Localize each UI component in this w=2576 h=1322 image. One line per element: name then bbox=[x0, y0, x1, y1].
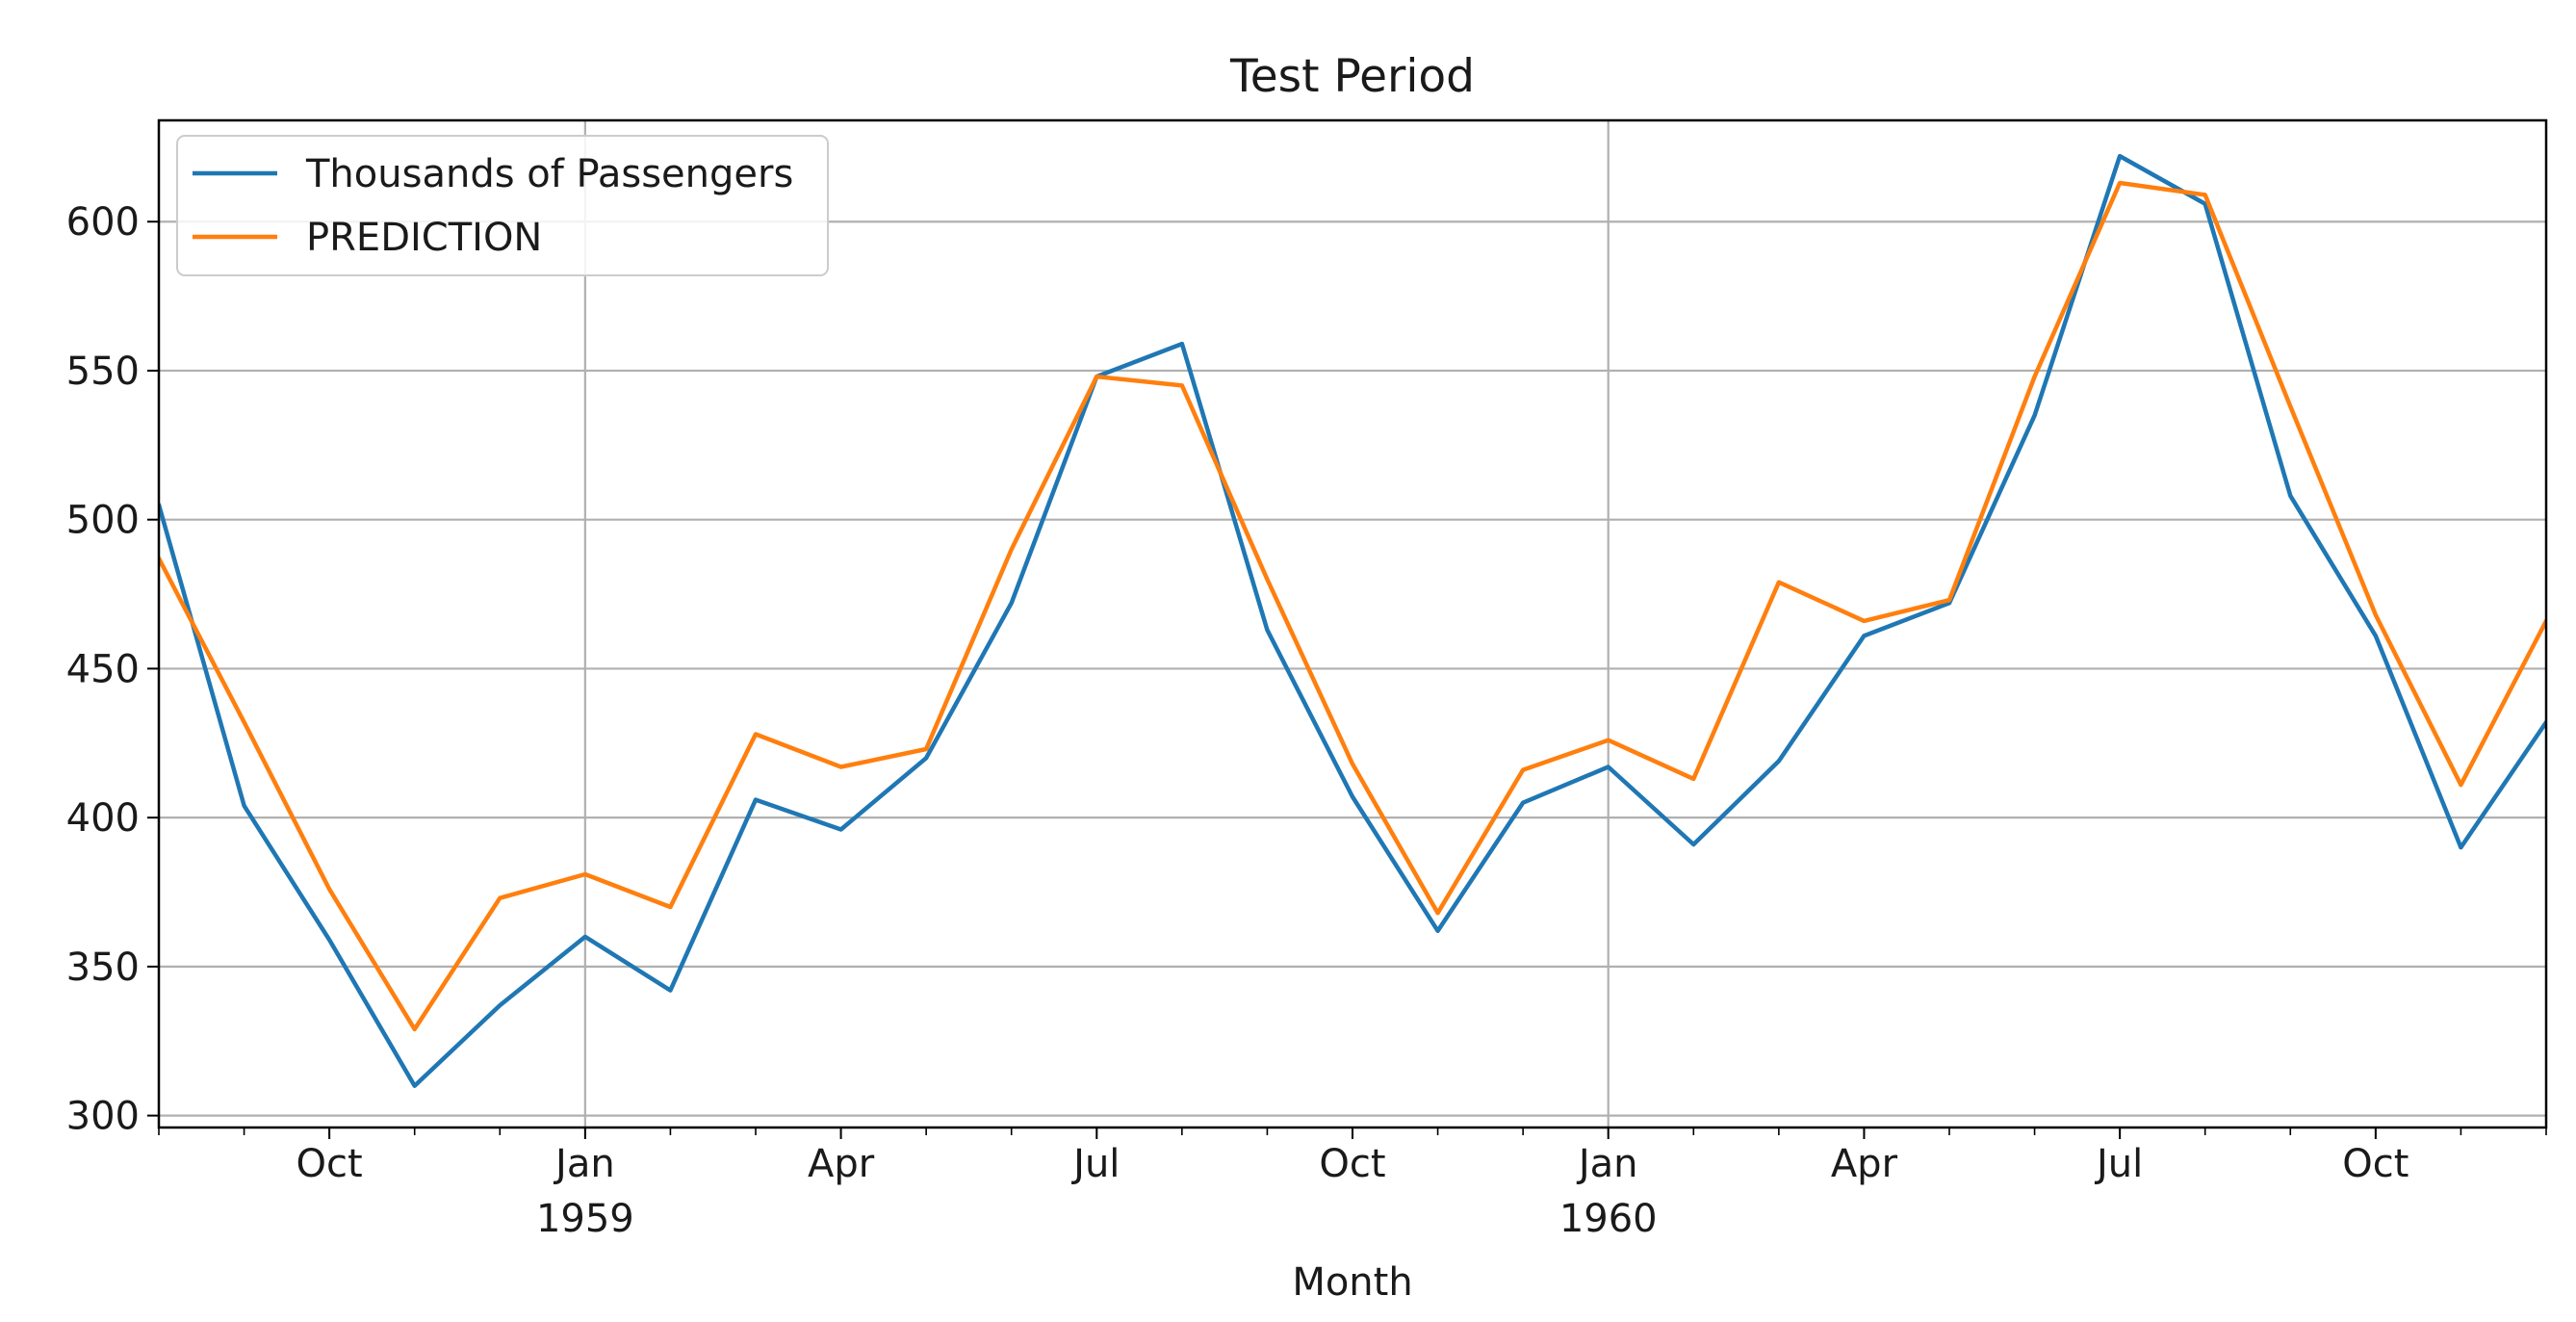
y-tick-label: 500 bbox=[66, 499, 140, 543]
y-tick-label: 450 bbox=[66, 647, 140, 691]
x-tick-label: Jul bbox=[1070, 1142, 1120, 1186]
y-axis: 300 350 400 450 500 550 600 bbox=[66, 200, 159, 1139]
series-line-prediction bbox=[159, 180, 2546, 1032]
x-tick-label: Jul bbox=[2094, 1142, 2143, 1186]
x-tick-label: Jan bbox=[1576, 1142, 1638, 1186]
x-tick-label: Oct bbox=[1319, 1142, 1385, 1186]
x-tick-label: Oct bbox=[2342, 1142, 2409, 1186]
series-line-passengers bbox=[159, 153, 2546, 1088]
legend-box bbox=[176, 135, 829, 276]
x-tick-label: Oct bbox=[296, 1142, 363, 1186]
grid-lines bbox=[159, 120, 2546, 1128]
y-tick-label: 550 bbox=[66, 350, 140, 394]
y-tick-label: 300 bbox=[66, 1095, 140, 1139]
x-tick-label: Apr bbox=[1831, 1142, 1898, 1186]
chart-title: Test Period bbox=[1229, 50, 1475, 103]
y-tick-label: 600 bbox=[66, 200, 140, 245]
y-tick-label: 350 bbox=[66, 946, 140, 990]
x-axis: Oct Jan 1959 Apr Jul Oct Jan 1960 Apr Jul Oct bbox=[158, 1128, 2547, 1241]
y-tick-label: 400 bbox=[66, 796, 140, 841]
x-tick-year-label: 1959 bbox=[536, 1197, 634, 1241]
x-tick-year-label: 1960 bbox=[1559, 1197, 1658, 1241]
x-tick-label: Jan bbox=[553, 1142, 615, 1186]
series-lines bbox=[159, 153, 2546, 1088]
legend-label-passengers: Thousands of Passengers bbox=[305, 152, 793, 196]
x-tick-label: Apr bbox=[808, 1142, 875, 1186]
x-axis-label: Month bbox=[1292, 1260, 1412, 1305]
legend: Thousands of Passengers PREDICTION bbox=[176, 135, 829, 276]
legend-label-prediction: PREDICTION bbox=[306, 216, 542, 260]
